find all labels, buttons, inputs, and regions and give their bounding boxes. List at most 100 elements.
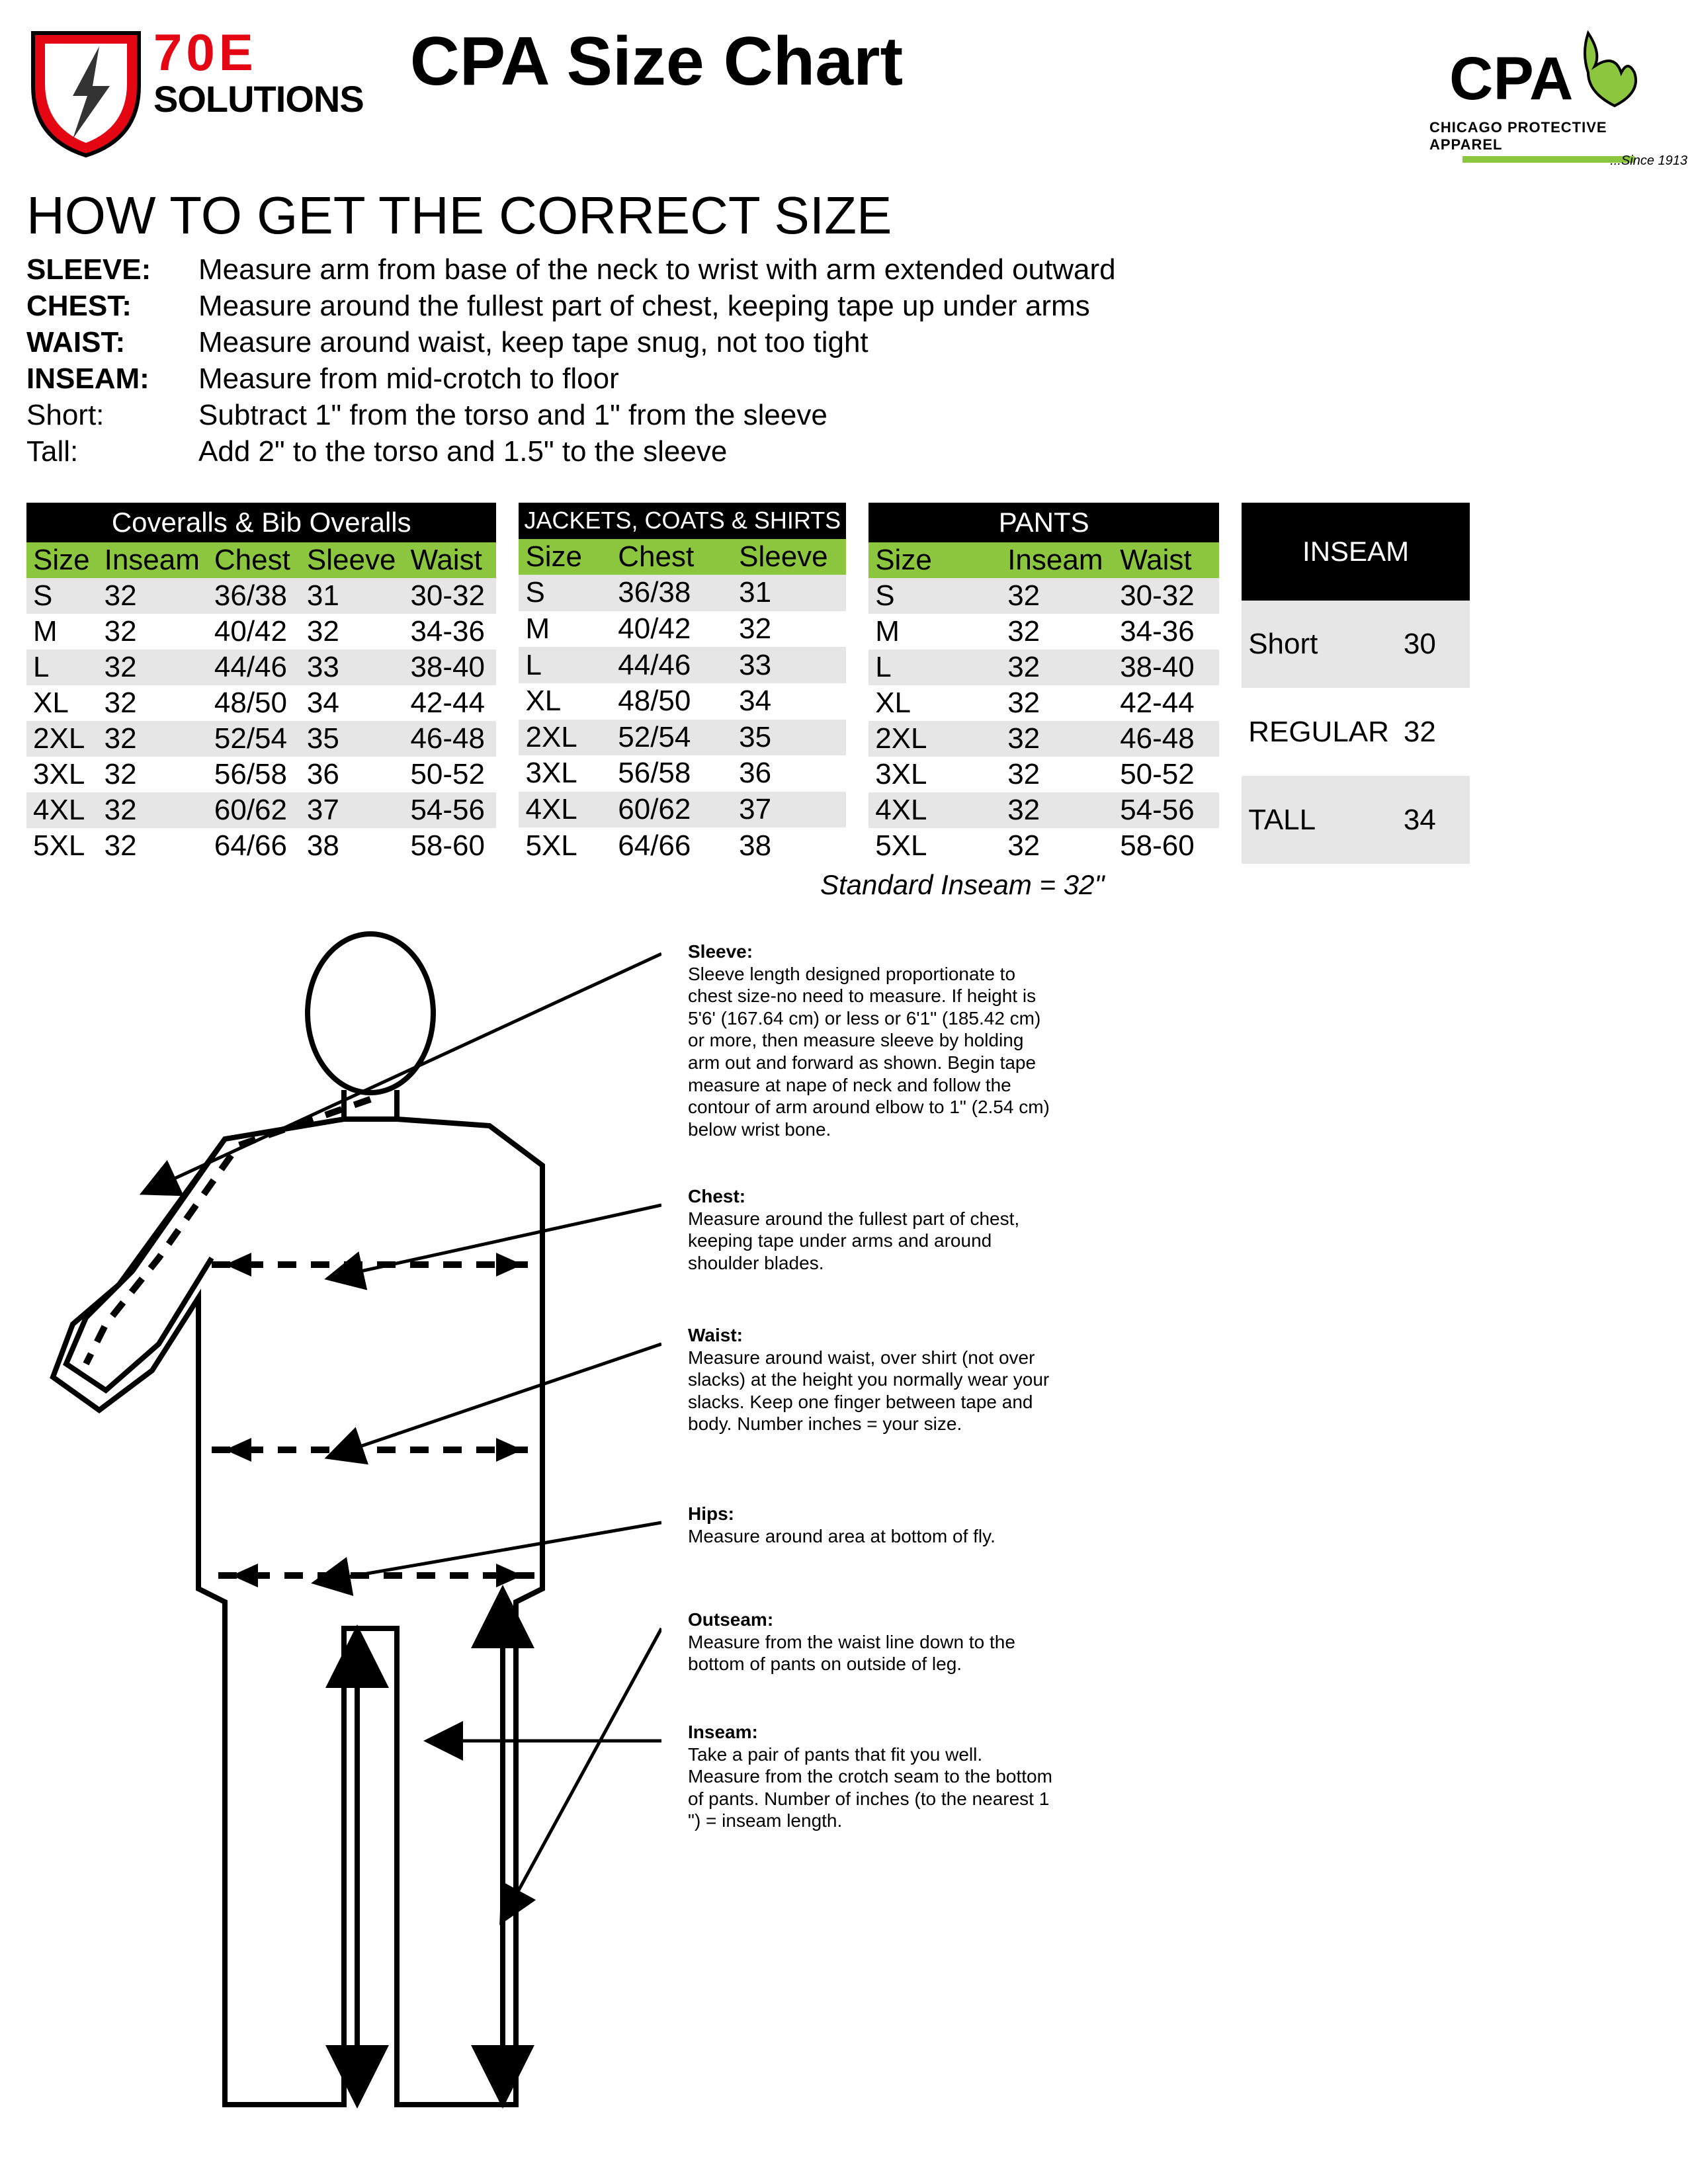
table-cell: 32: [1001, 614, 1113, 650]
table-title: PANTS: [868, 503, 1219, 542]
diagram-note: Hips:Measure around area at bottom of fl…: [688, 1503, 995, 1547]
diagram-note: Sleeve:Sleeve length designed proportion…: [688, 941, 1058, 1140]
table-cell: 32: [98, 614, 208, 650]
table-cell: 46-48: [403, 721, 496, 757]
table-cell: 38-40: [403, 650, 496, 685]
table-row: XL3242-44: [868, 685, 1219, 721]
howto-row: SLEEVE:Measure arm from base of the neck…: [26, 251, 1668, 288]
table-cell: 3XL: [868, 757, 1001, 792]
howto-label: INSEAM:: [26, 360, 198, 397]
note-title: Waist:: [688, 1324, 1058, 1347]
table-col-header: Size: [519, 539, 611, 575]
note-body: Measure around the fullest part of chest…: [688, 1208, 1058, 1275]
table-row: 5XL3258-60: [868, 828, 1219, 864]
table-row: TALL34: [1242, 776, 1470, 864]
table-inseam: INSEAMShort30REGULAR32TALL34: [1242, 503, 1470, 864]
table-row: 4XL3260/623754-56: [26, 792, 496, 828]
note-title: Hips:: [688, 1503, 995, 1525]
table-cell: 38-40: [1113, 650, 1219, 685]
table-cell: 32: [1001, 757, 1113, 792]
table-cell: 36/38: [611, 575, 732, 611]
table-cell: 30-32: [403, 578, 496, 614]
table-cell: 32: [98, 828, 208, 864]
table-cell: 3XL: [26, 757, 98, 792]
table-row: S3236/383130-32: [26, 578, 496, 614]
table-cell: 54-56: [1113, 792, 1219, 828]
table-row: 3XL3250-52: [868, 757, 1219, 792]
table-cell: XL: [868, 685, 1001, 721]
table-cell: 34: [1397, 776, 1470, 864]
table-cell: 46-48: [1113, 721, 1219, 757]
table-title: INSEAM: [1242, 503, 1470, 601]
page-title: CPA Size Chart: [410, 22, 903, 101]
table-cell: 40/42: [208, 614, 300, 650]
table-cell: 64/66: [208, 828, 300, 864]
diagram-note: Waist:Measure around waist, over shirt (…: [688, 1324, 1058, 1435]
cpa-green-bar: ...Since 1913: [1462, 156, 1634, 163]
table-cell: 33: [300, 650, 404, 685]
table-cell: 52/54: [208, 721, 300, 757]
table-cell: 32: [98, 792, 208, 828]
table-row: 3XL3256/583650-52: [26, 757, 496, 792]
table-cell: 40/42: [611, 611, 732, 648]
table-col-header: Inseam: [98, 542, 208, 578]
table-row: 4XL3254-56: [868, 792, 1219, 828]
table-row: 2XL52/5435: [519, 720, 846, 756]
table-row: M40/4232: [519, 611, 846, 648]
note-body: Sleeve length designed proportionate to …: [688, 963, 1058, 1141]
table-row: L3238-40: [868, 650, 1219, 685]
table-cell: 32: [1001, 828, 1113, 864]
howto-row: CHEST:Measure around the fullest part of…: [26, 288, 1668, 324]
table-cell: 32: [98, 578, 208, 614]
table-row: 5XL64/6638: [519, 827, 846, 864]
table-col-header: Inseam: [1001, 542, 1113, 578]
table-cell: S: [26, 578, 98, 614]
table-row: 4XL60/6237: [519, 792, 846, 828]
table-col-header: Chest: [208, 542, 300, 578]
table-cell: L: [868, 650, 1001, 685]
table-cell: 58-60: [1113, 828, 1219, 864]
table-row: 5XL3264/663858-60: [26, 828, 496, 864]
table-row: L44/4633: [519, 647, 846, 683]
table-cell: 35: [732, 720, 846, 756]
howto-text: Add 2" to the torso and 1.5" to the slee…: [198, 433, 727, 470]
table-cell: 2XL: [868, 721, 1001, 757]
table-col-header: Sleeve: [300, 542, 404, 578]
tables-wrap: Coveralls & Bib OverallsSizeInseamChestS…: [26, 503, 1668, 864]
table-col-header: Waist: [403, 542, 496, 578]
table-cell: 32: [1001, 721, 1113, 757]
note-body: Take a pair of pants that fit you well. …: [688, 1743, 1058, 1832]
shield-lightning-icon: [26, 26, 146, 159]
diagram-notes: Sleeve:Sleeve length designed proportion…: [688, 927, 1668, 2131]
howto-label: CHEST:: [26, 288, 198, 324]
table-cell: 64/66: [611, 827, 732, 864]
standard-inseam-note: Standard Inseam = 32": [820, 869, 1668, 901]
table-cell: 42-44: [1113, 685, 1219, 721]
table-cell: 4XL: [519, 792, 611, 828]
cpa-subtitle: CHICAGO PROTECTIVE APPAREL: [1429, 119, 1668, 153]
howto-text: Measure arm from base of the neck to wri…: [198, 251, 1116, 288]
table-cell: 56/58: [611, 755, 732, 792]
table-cell: 58-60: [403, 828, 496, 864]
table-coveralls: Coveralls & Bib OverallsSizeInseamChestS…: [26, 503, 496, 864]
howto-title: HOW TO GET THE CORRECT SIZE: [26, 185, 1668, 246]
cpa-logo: CPA CHICAGO PROTECTIVE APPAREL ...Since …: [1429, 26, 1668, 172]
table-row: S36/3831: [519, 575, 846, 611]
table-cell: 5XL: [868, 828, 1001, 864]
howto-text: Measure around the fullest part of chest…: [198, 288, 1090, 324]
table-cell: S: [868, 578, 1001, 614]
table-cell: XL: [519, 683, 611, 720]
table-cell: 2XL: [519, 720, 611, 756]
howto-label: Short:: [26, 397, 198, 433]
cpa-flame-icon: CPA: [1449, 26, 1648, 119]
table-cell: 32: [300, 614, 404, 650]
note-title: Inseam:: [688, 1721, 1058, 1743]
table-cell: 36: [732, 755, 846, 792]
table-cell: 44/46: [611, 647, 732, 683]
table-row: S3230-32: [868, 578, 1219, 614]
table-col-header: Size: [868, 542, 1001, 578]
howto-section: HOW TO GET THE CORRECT SIZE SLEEVE:Measu…: [26, 185, 1668, 470]
table-row: Short30: [1242, 601, 1470, 689]
brand-line2: SOLUTIONS: [153, 81, 364, 118]
table-row: 3XL56/5836: [519, 755, 846, 792]
